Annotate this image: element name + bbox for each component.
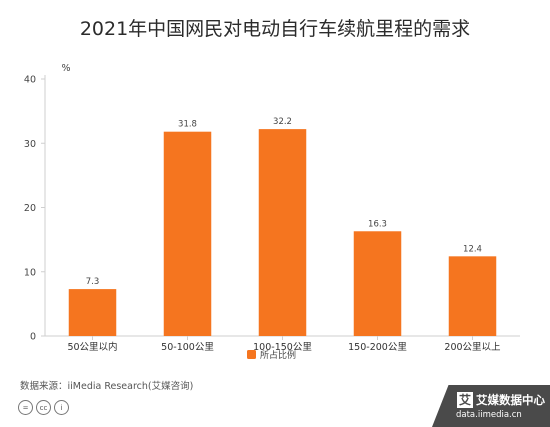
data-label: 12.4 — [463, 244, 482, 254]
y-tick-label: 10 — [24, 267, 36, 278]
data-source: 数据来源：iiMedia Research(艾媒咨询) — [20, 381, 194, 392]
x-tick-label: 150-200公里 — [348, 342, 407, 353]
brand-badge: 艾 艾媒数据中心 data.iimedia.cn — [432, 385, 550, 427]
bar — [448, 256, 497, 336]
x-tick-label: 100-150公里 — [253, 342, 312, 353]
y-tick-label: 0 — [30, 332, 36, 343]
bar — [68, 289, 117, 336]
legend-swatch — [247, 350, 256, 359]
y-tick-label: 40 — [24, 75, 36, 86]
x-tick-label: 50公里以内 — [67, 341, 117, 353]
brand-url: data.iimedia.cn — [456, 410, 522, 420]
data-label: 32.2 — [273, 117, 292, 127]
brand-name: 艾媒数据中心 — [476, 393, 545, 407]
brand-logo-icon: 艾 — [457, 392, 473, 408]
y-tick-label: 30 — [24, 139, 36, 150]
data-label: 16.3 — [368, 219, 387, 229]
data-label: 31.8 — [178, 120, 197, 130]
x-tick-label: 200公里以上 — [444, 342, 501, 353]
bar — [353, 231, 402, 336]
attribution-icon: i — [54, 400, 69, 415]
equals-icon: = — [18, 400, 33, 415]
y-axis-unit: % — [61, 63, 70, 74]
data-label: 7.3 — [86, 277, 100, 287]
bar-chart: 0 10 20 30 40% 7.3 50公里以内 31.8 50-100公里 32.2 100-1… — [24, 63, 520, 361]
legend-label: 所占比例 — [260, 349, 296, 361]
y-tick-label: 20 — [24, 203, 36, 214]
cc-icon: cc — [36, 400, 51, 415]
chart-title: 2021年中国网民对电动自行车续航里程的需求 — [79, 18, 471, 40]
license-icons: = cc i — [18, 400, 69, 415]
bar — [163, 131, 212, 336]
bar — [258, 129, 307, 336]
x-tick-label: 50-100公里 — [161, 342, 214, 353]
